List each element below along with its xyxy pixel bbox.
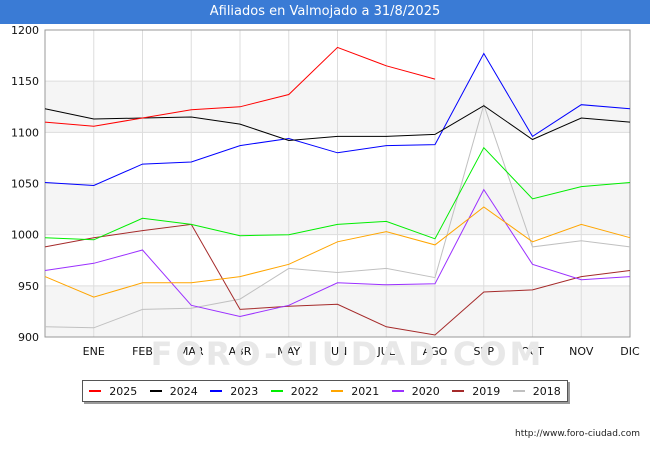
- x-tick-label: JUN: [327, 345, 348, 358]
- legend-label: 2022: [290, 384, 319, 398]
- x-tick-label: FEB: [132, 345, 153, 358]
- x-tick-label: JUL: [377, 345, 396, 358]
- legend-label: 2018: [532, 384, 561, 398]
- legend-label: 2023: [230, 384, 259, 398]
- legend-swatch: [512, 390, 525, 392]
- legend-swatch: [391, 390, 404, 392]
- legend-swatch: [270, 390, 283, 392]
- x-tick-label: ENE: [83, 345, 105, 358]
- series-line-2019: [44, 223, 631, 336]
- legend-item-2025: 2025: [89, 385, 137, 398]
- legend: 2025 2024 2023 2022 2021 2020 2019 2018: [82, 380, 568, 402]
- legend-label: 2021: [351, 384, 380, 398]
- legend-item-2018: 2018: [512, 384, 561, 398]
- series-line-2023: [44, 52, 631, 187]
- series-line-2018: [44, 103, 631, 329]
- y-tick-label: 1150: [11, 75, 39, 88]
- series-line-2021: [44, 206, 631, 298]
- x-tick-label: OCT: [521, 345, 544, 358]
- y-tick-label: 900: [18, 331, 39, 344]
- source-url[interactable]: http://www.foro-ciudad.com: [515, 429, 640, 439]
- legend-label: 2025: [109, 384, 138, 398]
- x-tick-label: MAR: [179, 345, 204, 358]
- legend-item-2022: 2022: [270, 384, 319, 398]
- legend-item-2020: 2020: [391, 384, 440, 398]
- legend-swatch: [89, 390, 102, 392]
- x-tick-label: SEP: [473, 345, 494, 358]
- x-tick-label: ABR: [229, 345, 252, 358]
- legend-swatch: [149, 390, 162, 392]
- series-line-2025: [44, 46, 436, 127]
- series-line-2022: [44, 146, 631, 241]
- x-tick-label: MAY: [277, 345, 300, 358]
- y-tick-label: 950: [18, 280, 39, 293]
- legend-item-2021: 2021: [331, 385, 379, 398]
- plot-frame: [44, 29, 631, 338]
- y-tick-label: 1050: [11, 178, 39, 191]
- x-tick-label: NOV: [569, 345, 594, 358]
- legend-item-2024: 2024: [149, 384, 198, 398]
- series-line-2020: [44, 188, 631, 318]
- y-tick-label: 1000: [11, 229, 39, 242]
- legend-item-2023: 2023: [210, 385, 258, 398]
- watermark: FORO-CIUDAD.COM: [151, 335, 545, 373]
- legend-swatch: [210, 390, 223, 392]
- chart-title: Afiliados en Valmojado a 31/8/2025: [0, 0, 650, 24]
- x-tick-label: DIC: [620, 345, 640, 358]
- legend-item-2019: 2019: [452, 385, 500, 398]
- legend-swatch: [331, 390, 344, 392]
- legend-label: 2019: [472, 384, 501, 398]
- y-tick-label: 1200: [11, 24, 39, 37]
- legend-swatch: [452, 390, 465, 392]
- x-tick-label: AGO: [423, 345, 448, 358]
- y-tick-label: 1100: [11, 126, 39, 139]
- legend-label: 2024: [169, 384, 198, 398]
- legend-label: 2020: [411, 384, 440, 398]
